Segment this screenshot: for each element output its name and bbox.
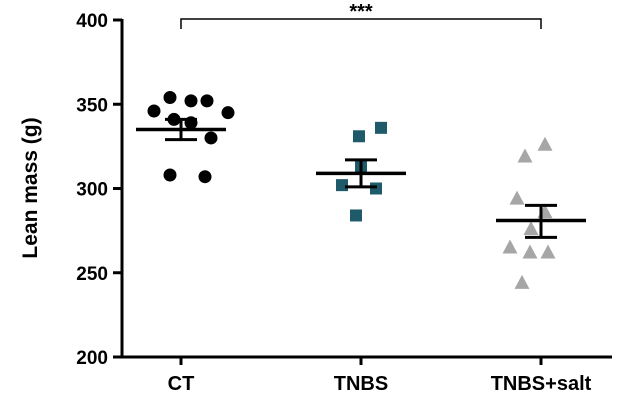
data-point [163, 168, 177, 182]
data-point [509, 190, 525, 205]
y-tick-label: 300 [76, 180, 108, 201]
significance-label: *** [349, 1, 373, 23]
group-tnbs-salt [496, 136, 586, 289]
data-point [221, 106, 235, 120]
y-axis: 200 250 300 350 400 [76, 11, 124, 369]
x-tick-label: CT [168, 373, 195, 395]
data-point [537, 136, 553, 151]
data-point [200, 94, 214, 108]
data-point [204, 131, 218, 145]
data-point [350, 209, 362, 222]
data-point [353, 130, 365, 143]
data-point [523, 220, 539, 235]
group-ct [136, 91, 235, 184]
data-point [184, 94, 198, 108]
data-point [375, 121, 387, 134]
data-groups [136, 91, 586, 289]
group-tnbs [316, 121, 406, 222]
y-tick-label: 400 [76, 11, 108, 32]
y-axis-label: Lean mass (g) [19, 117, 42, 258]
bracket-line [180, 18, 542, 29]
data-point [163, 91, 177, 105]
x-tick-label: TNBS [334, 373, 388, 395]
data-point [147, 104, 161, 118]
data-point [514, 274, 530, 289]
y-tick-label: 200 [76, 348, 108, 369]
y-tick-label: 350 [76, 95, 108, 116]
significance-bracket: *** [180, 1, 542, 29]
data-point [198, 170, 212, 184]
data-point [336, 179, 348, 192]
x-axis: CT TNBS TNBS+salt [120, 355, 612, 395]
data-point [522, 244, 538, 259]
data-point [517, 148, 533, 163]
y-tick-label: 250 [76, 264, 108, 285]
data-point [540, 244, 556, 259]
data-point [502, 239, 518, 254]
data-point [370, 182, 382, 195]
x-tick-label: TNBS+salt [491, 373, 592, 395]
